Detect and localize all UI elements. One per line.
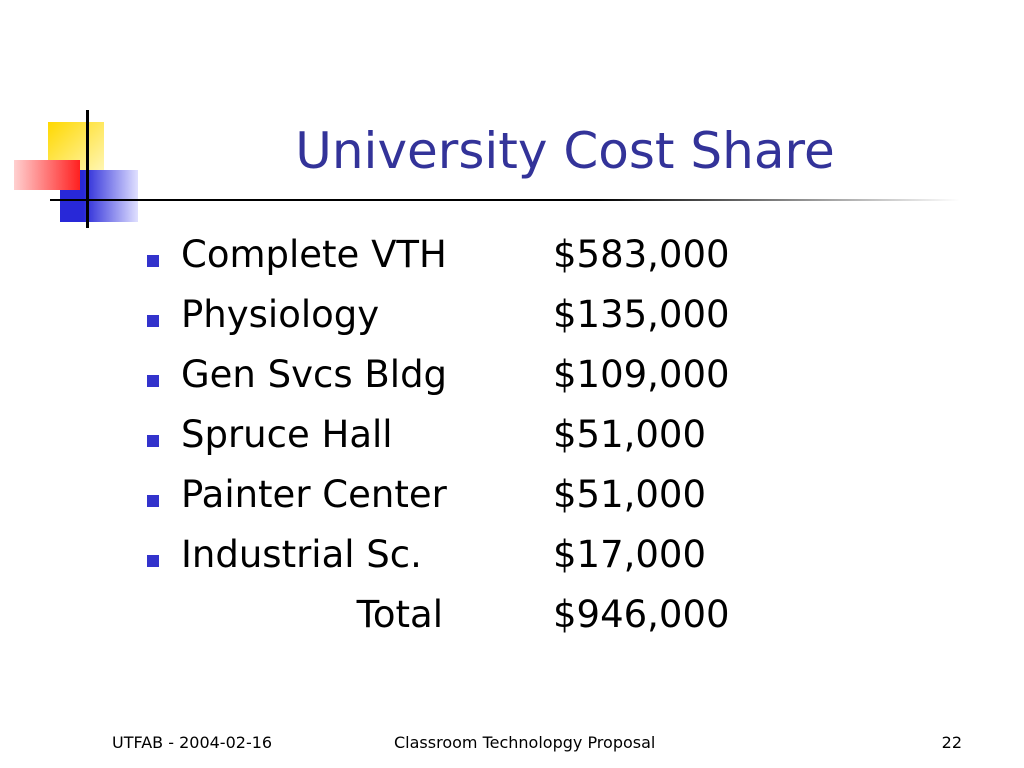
item-row: Painter Center $51,000 [0, 473, 1024, 523]
item-row: Physiology $135,000 [0, 293, 1024, 343]
item-amount: $51,000 [553, 473, 707, 516]
bullet [147, 435, 159, 447]
item-label: Complete VTH [181, 233, 447, 276]
item-row: Industrial Sc. $17,000 [0, 533, 1024, 583]
bullet [147, 375, 159, 387]
bullet [147, 255, 159, 267]
item-label: Spruce Hall [181, 413, 393, 456]
item-amount: $109,000 [553, 353, 730, 396]
item-amount: $135,000 [553, 293, 730, 336]
decor-vline [86, 110, 89, 228]
footer-center: Classroom Technolopgy Proposal [394, 733, 656, 752]
bullet [147, 495, 159, 507]
total-label: Total [356, 593, 443, 636]
item-label: Painter Center [181, 473, 447, 516]
item-row: Spruce Hall $51,000 [0, 413, 1024, 463]
item-row: Gen Svcs Bldg $109,000 [0, 353, 1024, 403]
footer-right: 22 [941, 733, 962, 752]
item-row: Complete VTH $583,000 [0, 233, 1024, 283]
item-label: Gen Svcs Bldg [181, 353, 448, 396]
total-row: Total $946,000 [0, 593, 1024, 643]
decor-red [14, 160, 80, 190]
item-amount: $17,000 [553, 533, 707, 576]
item-amount: $51,000 [553, 413, 707, 456]
item-amount: $583,000 [553, 233, 730, 276]
slide-title: University Cost Share [295, 122, 835, 180]
decor-hline [50, 199, 960, 201]
bullet [147, 555, 159, 567]
item-label: Physiology [181, 293, 380, 336]
footer-left: UTFAB - 2004-02-16 [112, 733, 273, 752]
bullet [147, 315, 159, 327]
item-label: Industrial Sc. [181, 533, 422, 576]
total-amount: $946,000 [553, 593, 730, 636]
